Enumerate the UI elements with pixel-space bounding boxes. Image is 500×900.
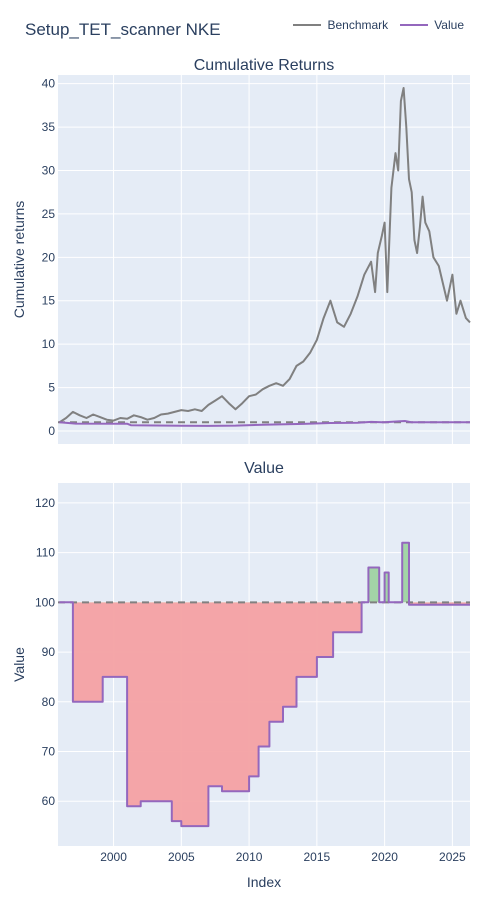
x-tick-label: 2025 (439, 850, 466, 864)
cumulative-returns-panel[interactable]: 0 5 10 15 20 25 30 35 40 Cumulative Returns Cumula… (11, 57, 471, 444)
value-panel[interactable]: 60 70 80 90 100 110 120 Value Value 2000 2005 2010 2… (11, 460, 471, 890)
value-drawdown-area (59, 602, 471, 827)
cumret-y-tick-label: 40 (42, 77, 56, 91)
cumret-y-tick-label: 5 (48, 381, 55, 395)
value-y-tick-label: 80 (42, 695, 56, 709)
x-tick-label: 2015 (304, 850, 331, 864)
cumret-y-tick-label: 20 (42, 250, 56, 264)
cumret-y-tick-label: 10 (42, 337, 56, 351)
cumret-series-value-line (59, 420, 470, 427)
value-subplot-title: Value (244, 460, 284, 477)
cumret-subplot-title: Cumulative Returns (194, 57, 335, 74)
cumret-plot-area (58, 75, 470, 444)
legend[interactable]: Benchmark Value (293, 18, 464, 32)
x-tick-label: 2000 (100, 850, 127, 864)
legend-item-value[interactable]: Value (400, 18, 464, 32)
value-y-tick-label: 90 (42, 645, 56, 659)
x-tick-label: 2005 (168, 850, 195, 864)
cumret-y-tick-label: 35 (42, 120, 56, 134)
cumret-y-tick-label: 25 (42, 207, 56, 221)
value-series-value-line (59, 541, 470, 828)
x-axis-title: Index (247, 874, 281, 890)
legend-label-value: Value (434, 18, 464, 32)
legend-swatch-benchmark (293, 24, 322, 26)
cumret-y-tick-label: 0 (48, 424, 55, 438)
value-y-tick-label: 70 (42, 745, 56, 759)
cumret-y-axis-title: Cumulative returns (11, 201, 27, 319)
legend-label-benchmark: Benchmark (327, 18, 389, 32)
value-y-tick-label: 60 (42, 794, 56, 808)
legend-item-benchmark[interactable]: Benchmark (293, 18, 388, 32)
x-tick-label: 2010 (236, 850, 263, 864)
legend-swatch-value (400, 24, 429, 26)
cumret-series-benchmark-line (58, 87, 471, 424)
value-y-tick-label: 100 (35, 595, 55, 609)
cumret-y-tick-label: 30 (42, 164, 56, 178)
page-title: Setup_TET_scanner NKE (25, 20, 221, 39)
value-y-tick-label: 120 (35, 496, 55, 510)
value-y-axis-title: Value (11, 647, 27, 682)
x-tick-label: 2020 (371, 850, 398, 864)
value-y-tick-label: 110 (36, 546, 55, 560)
cumret-y-tick-label: 15 (42, 294, 56, 308)
